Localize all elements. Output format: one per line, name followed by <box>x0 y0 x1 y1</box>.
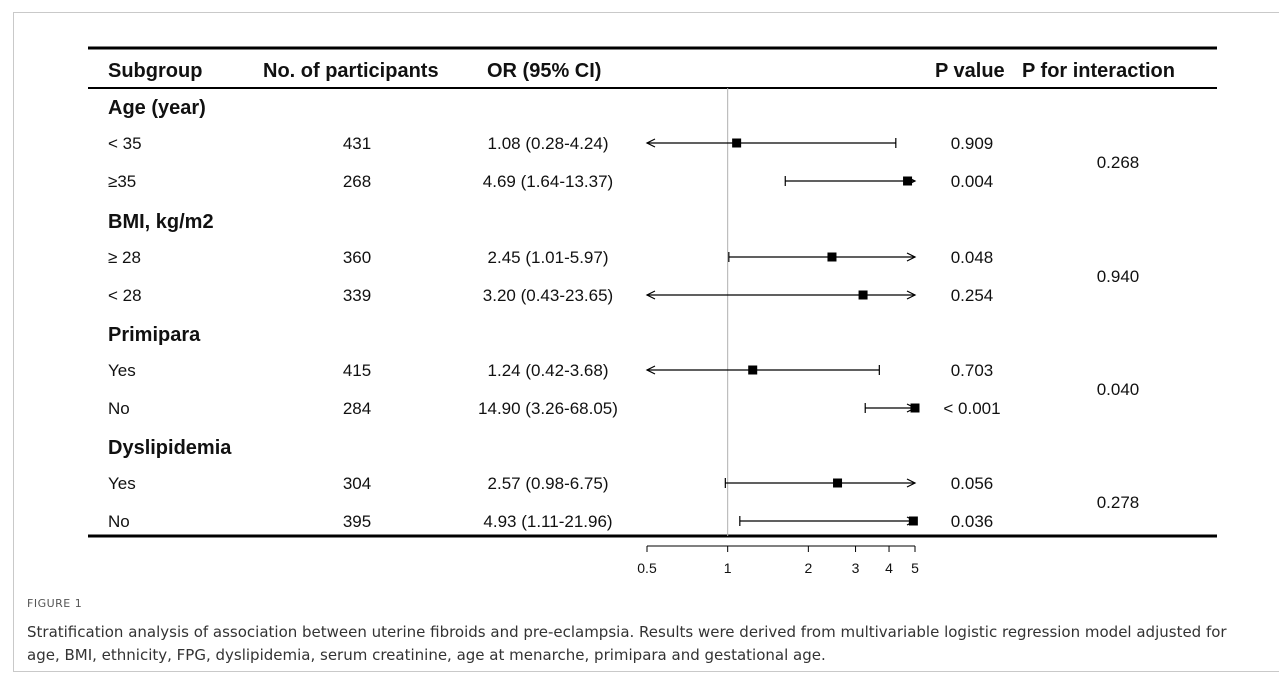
figure-caption: Stratification analysis of association b… <box>27 623 1227 664</box>
row-p-value: 0.703 <box>951 361 994 380</box>
header-or-ci: OR (95% CI) <box>487 60 601 82</box>
ci-arrow-right <box>906 478 917 488</box>
or-point <box>858 290 868 300</box>
row-p-value: 0.056 <box>951 474 994 493</box>
or-point <box>908 516 918 526</box>
group-p-interaction: 0.040 <box>1097 380 1140 399</box>
group-label: Age (year) <box>108 97 206 119</box>
row-participants: 431 <box>343 134 371 153</box>
group-label: BMI, kg/m2 <box>108 211 214 233</box>
group-label: Dyslipidemia <box>108 437 232 459</box>
or-point <box>903 176 913 186</box>
row-subgroup-label: Yes <box>108 361 136 380</box>
table-rows: Age (year) < 35 431 1.08 (0.28-4.24) 0.909 ≥3… <box>108 97 1139 531</box>
row-p-value: < 0.001 <box>943 399 1000 418</box>
ci-arrow-left <box>645 365 656 375</box>
row-participants: 268 <box>343 172 371 191</box>
row-or-ci: 2.57 (0.98-6.75) <box>488 474 609 493</box>
row-participants: 360 <box>343 248 371 267</box>
x-tick-label: 5 <box>911 560 919 576</box>
or-point <box>833 478 843 488</box>
x-tick-label: 4 <box>885 560 893 576</box>
row-subgroup-label: Yes <box>108 474 136 493</box>
x-tick-label: 3 <box>852 560 860 576</box>
or-point <box>732 138 742 148</box>
header-participants: No. of participants <box>263 60 439 82</box>
row-or-ci: 1.24 (0.42-3.68) <box>488 361 609 380</box>
ci-arrow-left <box>645 290 656 300</box>
or-point <box>910 403 920 413</box>
row-p-value: 0.254 <box>951 286 994 305</box>
row-p-value: 0.048 <box>951 248 994 267</box>
figure-frame <box>13 12 1279 672</box>
row-p-value: 0.036 <box>951 512 994 531</box>
row-or-ci: 2.45 (1.01-5.97) <box>488 248 609 267</box>
row-subgroup-label: < 28 <box>108 286 142 305</box>
x-tick-label: 1 <box>724 560 732 576</box>
row-participants: 415 <box>343 361 371 380</box>
row-or-ci: 3.20 (0.43-23.65) <box>483 286 613 305</box>
group-p-interaction: 0.940 <box>1097 267 1140 286</box>
row-or-ci: 4.93 (1.11-21.96) <box>483 512 612 531</box>
ci-arrow-right <box>906 252 917 262</box>
row-participants: 339 <box>343 286 371 305</box>
row-subgroup-label: No <box>108 512 130 531</box>
x-tick-label: 2 <box>804 560 812 576</box>
row-subgroup-label: No <box>108 399 130 418</box>
row-subgroup-label: ≥35 <box>108 172 136 191</box>
header-p-interaction: P for interaction <box>1022 60 1175 82</box>
row-p-value: 0.909 <box>951 134 994 153</box>
row-or-ci: 1.08 (0.28-4.24) <box>488 134 609 153</box>
row-participants: 304 <box>343 474 371 493</box>
row-subgroup-label: ≥ 28 <box>108 248 141 267</box>
or-point <box>748 365 758 375</box>
group-p-interaction: 0.268 <box>1097 153 1140 172</box>
figure-label: FIGURE 1 <box>27 597 83 610</box>
row-participants: 395 <box>343 512 371 531</box>
x-tick-label: 0.5 <box>637 560 657 576</box>
ci-arrow-left <box>645 138 656 148</box>
row-or-ci: 4.69 (1.64-13.37) <box>483 172 613 191</box>
forest-plot: Subgroup No. of participants OR (95% CI)… <box>88 46 1217 576</box>
group-p-interaction: 0.278 <box>1097 493 1140 512</box>
header-subgroup: Subgroup <box>108 60 202 82</box>
x-axis: 0.5 1 2 3 4 5 <box>637 545 919 576</box>
row-p-value: 0.004 <box>951 172 994 191</box>
ci-arrow-right <box>906 290 917 300</box>
group-label: Primipara <box>108 324 201 346</box>
row-subgroup-label: < 35 <box>108 134 142 153</box>
header-p-value: P value <box>935 60 1005 82</box>
row-or-ci: 14.90 (3.26-68.05) <box>478 399 618 418</box>
forest-marks <box>645 88 920 536</box>
row-participants: 284 <box>343 399 371 418</box>
or-point <box>827 252 837 262</box>
